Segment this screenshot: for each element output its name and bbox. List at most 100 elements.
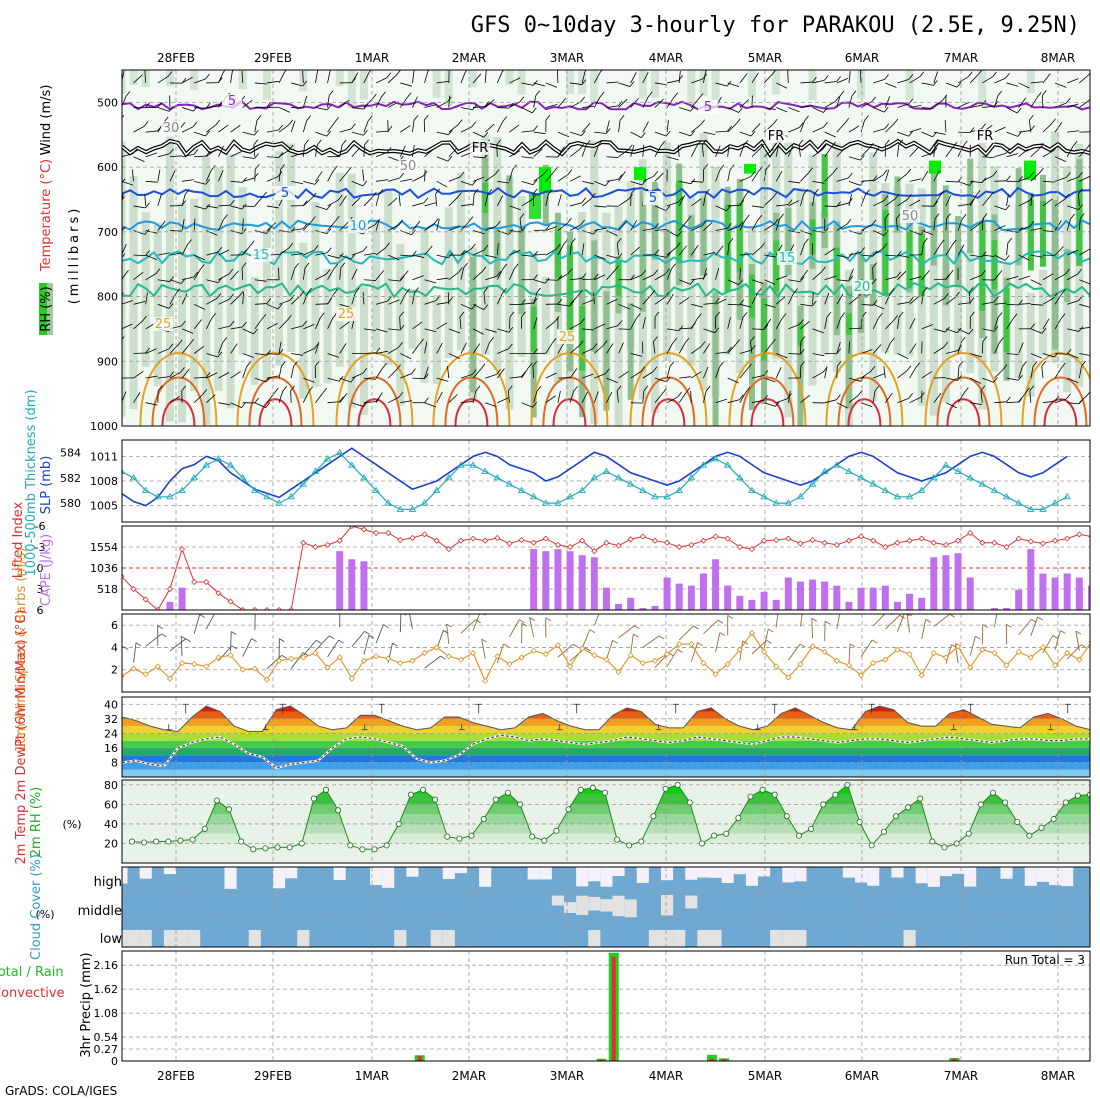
wind-barb: [545, 225, 558, 231]
wind-barb: [494, 169, 500, 175]
wind-barb: [642, 274, 654, 281]
rh-point: [395, 820, 402, 827]
wind-barb: [218, 71, 224, 84]
wind-barb: [400, 353, 412, 360]
wind-barb: [157, 107, 170, 112]
wind-barb: [970, 104, 983, 108]
wind-barb: [653, 171, 659, 177]
wind-barb: [654, 98, 664, 108]
wind-barb: [412, 120, 415, 133]
cloud-low-gap: [782, 930, 795, 947]
cape-bar: [336, 551, 344, 610]
wind-barb: [654, 205, 667, 212]
wind-barb: [945, 296, 956, 305]
li-point: [991, 539, 998, 546]
wind-barb: [824, 292, 830, 305]
wind-barb: [787, 293, 794, 305]
wind10m-barb: [666, 649, 678, 667]
wind-barb: [133, 320, 143, 330]
wind-barb: [97, 377, 109, 378]
wind-barb: [448, 176, 461, 182]
wind-barb: [315, 171, 323, 182]
date-label-bottom: 29FEB: [254, 1069, 292, 1083]
wind-barb: [1018, 254, 1030, 261]
wind-barb: [217, 351, 223, 358]
wind-barb: [194, 155, 207, 158]
wind-barb: [909, 296, 920, 305]
wind-barb: [848, 275, 854, 282]
wind-barb: [424, 373, 429, 379]
wind-barb: [169, 371, 175, 377]
wind-barb: [869, 142, 874, 149]
wind10m-barb: [460, 619, 476, 634]
wind-barb: [302, 391, 309, 403]
wind-barb: [326, 228, 332, 234]
wind-barb: [800, 243, 805, 256]
wind-barb: [836, 202, 849, 207]
wind-barb: [169, 276, 174, 282]
temp-band-bg: [122, 697, 1090, 705]
wind-barb: [909, 397, 921, 404]
wind-barb: [351, 402, 364, 407]
wind-barb: [664, 292, 670, 298]
wind-barb: [145, 375, 158, 379]
li-tick: 0: [37, 562, 44, 575]
wind-barb: [727, 344, 736, 354]
wind-barb: [1078, 188, 1083, 195]
cloud-mid-gap: [600, 899, 613, 912]
wind-barb: [181, 194, 186, 207]
wind-barb: [735, 118, 741, 125]
wind-barb: [308, 386, 313, 393]
wind-speed-point: [566, 663, 574, 670]
wind-barb: [412, 220, 421, 231]
cloud-high-gap: [139, 867, 152, 879]
wind-barb: [327, 401, 340, 404]
wind-barb: [860, 376, 865, 382]
cape-bar: [857, 587, 865, 610]
wind-barb: [400, 230, 412, 236]
wind-barb: [205, 130, 210, 137]
cloud-high-gap: [745, 867, 758, 886]
cape-bar: [736, 595, 744, 610]
wind-barb: [533, 274, 538, 280]
cloud-mid-gap: [624, 899, 637, 918]
rh-band: [178, 203, 187, 423]
wind-barb: [804, 115, 809, 122]
wind-barb: [206, 124, 217, 133]
wind-barb: [969, 297, 975, 304]
wind-barb: [906, 168, 912, 175]
wind-barb: [424, 148, 434, 158]
wind-barb: [145, 254, 157, 260]
contour-label-bg: [336, 307, 356, 321]
wind-barb: [728, 237, 734, 244]
thickness-point: [517, 486, 526, 493]
cape-bar: [748, 599, 756, 610]
wind-speed-point: [312, 649, 319, 657]
wind10m-barb: [399, 614, 402, 633]
thickness-point: [723, 461, 732, 468]
rh-band: [942, 185, 949, 306]
rh-point: [626, 842, 633, 849]
cloud-high-gap: [782, 867, 795, 883]
wind-barb: [672, 337, 678, 344]
wind-barb: [909, 276, 922, 281]
wind-barb: [874, 385, 880, 392]
wind-barb: [388, 177, 400, 182]
rh-point: [323, 786, 330, 793]
wind-barb: [776, 398, 788, 404]
wind-speed-point: [203, 663, 210, 670]
contour-label-bg: [161, 121, 181, 135]
rh-band: [372, 221, 381, 351]
wind-barb: [545, 279, 558, 281]
wind-barb: [157, 220, 166, 231]
wind-barb: [994, 302, 1007, 305]
rh-band: [566, 70, 575, 94]
cloud-low-gap: [122, 930, 128, 947]
precip-tick: 0.54: [94, 1031, 119, 1044]
cloud-high-gap: [964, 867, 977, 887]
wind-barb: [109, 202, 120, 206]
wind-barb: [1078, 366, 1082, 379]
wind10m-barb: [481, 638, 487, 643]
wind-barb: [372, 93, 377, 100]
wind-barb: [339, 377, 352, 383]
